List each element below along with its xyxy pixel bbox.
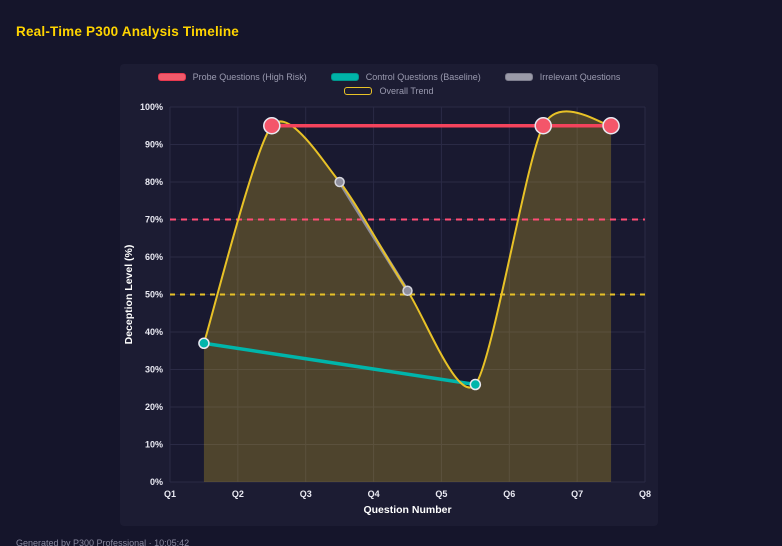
svg-text:Q6: Q6	[503, 489, 515, 499]
legend-item-overall-trend[interactable]: Overall Trend	[344, 86, 434, 96]
legend-row-2: Overall Trend	[344, 86, 434, 96]
trend-series-swatch	[344, 87, 373, 95]
svg-text:Q8: Q8	[639, 489, 651, 499]
svg-text:Deception Level (%): Deception Level (%)	[123, 245, 135, 345]
chart-panel: Probe Questions (High Risk) Control Ques…	[120, 64, 658, 526]
svg-text:Q3: Q3	[300, 489, 312, 499]
legend-label-control: Control Questions (Baseline)	[365, 72, 481, 82]
svg-text:70%: 70%	[145, 215, 163, 225]
svg-text:Question Number: Question Number	[363, 504, 451, 516]
legend-label-probe: Probe Questions (High Risk)	[192, 72, 307, 82]
irrelevant-series-swatch	[504, 73, 533, 81]
svg-text:Q4: Q4	[368, 489, 380, 499]
svg-text:Q7: Q7	[571, 489, 583, 499]
footer-text: Generated by P300 Professional · 10:05:4…	[16, 538, 190, 546]
probe-series-swatch	[157, 73, 186, 81]
page-title: Real-Time P300 Analysis Timeline	[16, 24, 240, 39]
control-series-swatch	[330, 73, 359, 81]
legend-label-trend: Overall Trend	[379, 86, 434, 96]
svg-text:20%: 20%	[145, 402, 163, 412]
legend-item-control-questions[interactable]: Control Questions (Baseline)	[330, 72, 481, 82]
svg-text:90%: 90%	[145, 140, 163, 150]
legend-label-irrelevant: Irrelevant Questions	[539, 72, 621, 82]
svg-text:60%: 60%	[145, 252, 163, 262]
p300-timeline-chart[interactable]: 0% 10% 20% 30% 40% 50% 60% 70% 80% 90% 100% Q1 Q2 Q3 Q…	[120, 96, 658, 520]
svg-text:Q5: Q5	[435, 489, 447, 499]
svg-text:30%: 30%	[145, 365, 163, 375]
svg-text:100%: 100%	[140, 102, 163, 112]
svg-text:0%: 0%	[150, 477, 163, 487]
chart-legend: Probe Questions (High Risk) Control Ques…	[120, 64, 658, 96]
svg-text:40%: 40%	[145, 327, 163, 337]
legend-row-1: Probe Questions (High Risk) Control Ques…	[157, 72, 621, 82]
legend-item-probe-questions[interactable]: Probe Questions (High Risk)	[157, 72, 307, 82]
svg-text:Q1: Q1	[164, 489, 176, 499]
svg-text:50%: 50%	[145, 290, 163, 300]
svg-text:10%: 10%	[145, 440, 163, 450]
legend-item-irrelevant-questions[interactable]: Irrelevant Questions	[504, 72, 621, 82]
svg-text:Q2: Q2	[232, 489, 244, 499]
svg-text:80%: 80%	[145, 177, 163, 187]
